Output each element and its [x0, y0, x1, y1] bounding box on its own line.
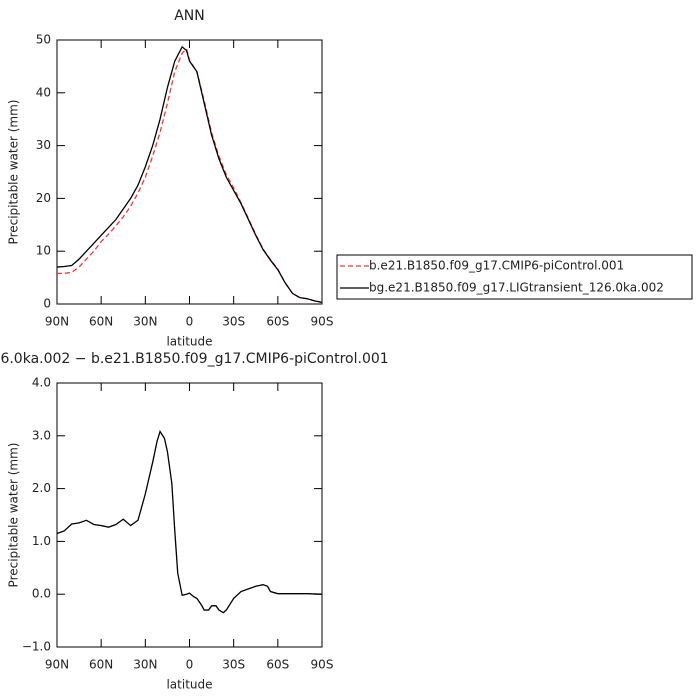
- chart-title: ANN: [174, 8, 205, 24]
- x-tick-label: 60N: [89, 315, 113, 329]
- legend-label: b.e21.B1850.f09_g17.CMIP6-piControl.001: [369, 259, 624, 273]
- y-tick-label: 4.0: [32, 376, 51, 390]
- x-axis-label: latitude: [166, 678, 212, 692]
- y-axis-label: Precipitable water (mm): [7, 100, 21, 245]
- x-tick-label: 60S: [266, 658, 289, 672]
- y-tick-label: 30: [36, 138, 51, 152]
- y-tick-label: 10: [36, 244, 51, 258]
- y-tick-label: 3.0: [32, 428, 51, 442]
- data-line: [57, 47, 323, 304]
- y-tick-label: 50: [36, 33, 51, 47]
- data-line: [56, 430, 323, 614]
- data-line: [56, 45, 323, 304]
- legend-box: [336, 254, 693, 300]
- y-tick-label: 1.0: [32, 534, 51, 548]
- y-tick-label: 20: [36, 191, 51, 205]
- x-tick-label: 30S: [222, 658, 245, 672]
- x-tick-label: 30N: [133, 658, 157, 672]
- y-tick-label: 0.0: [32, 587, 51, 601]
- y-tick-label: 2.0: [32, 481, 51, 495]
- x-tick-label: 30S: [222, 315, 245, 329]
- x-tick-label: 90N: [45, 658, 69, 672]
- x-tick-label: 0: [186, 315, 194, 329]
- x-tick-label: 30N: [133, 315, 157, 329]
- chart-title: bg.e21.B1850.f09_g17.LIGtransient_126.0k…: [0, 351, 389, 367]
- x-tick-label: 60N: [89, 658, 113, 672]
- x-tick-label: 90S: [311, 658, 334, 672]
- x-tick-label: 90S: [311, 315, 334, 329]
- y-tick-label: 0: [43, 297, 51, 311]
- y-tick-label: 40: [36, 85, 51, 99]
- plot-frame: [56, 39, 323, 305]
- x-tick-label: 0: [186, 658, 194, 672]
- plot-frame: [56, 382, 323, 648]
- x-tick-label: 60S: [266, 315, 289, 329]
- y-axis-label: Precipitable water (mm): [7, 443, 21, 588]
- y-tick-label: −1.0: [22, 640, 51, 654]
- x-tick-label: 90N: [45, 315, 69, 329]
- x-axis-label: latitude: [166, 335, 212, 349]
- legend-label: bg.e21.B1850.f09_g17.LIGtransient_126.0k…: [369, 281, 664, 295]
